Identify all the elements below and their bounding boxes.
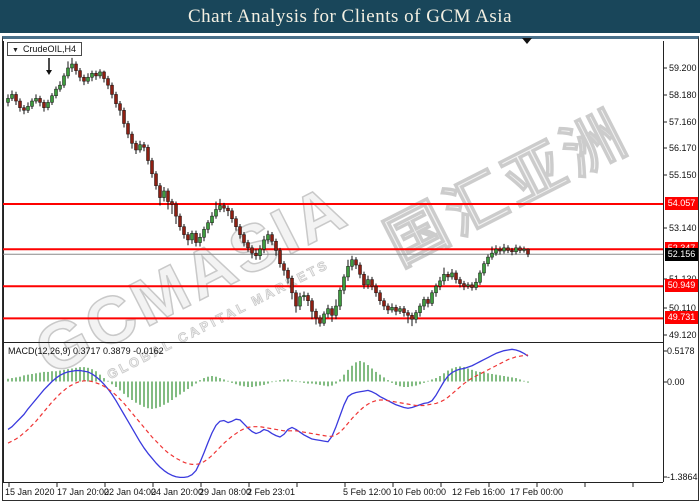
chart-window [2,36,699,501]
macd-indicator-label: MACD(12,26,9) 0.3717 0.3879 -0.0162 [8,346,164,356]
chevron-down-icon: ▼ [12,47,19,54]
symbol-period-label[interactable]: ▼ CrudeOIL,H4 [7,42,82,56]
symbol-text: CrudeOIL,H4 [22,44,76,54]
page-title: Chart Analysis for Clients of GCM Asia [0,0,700,33]
